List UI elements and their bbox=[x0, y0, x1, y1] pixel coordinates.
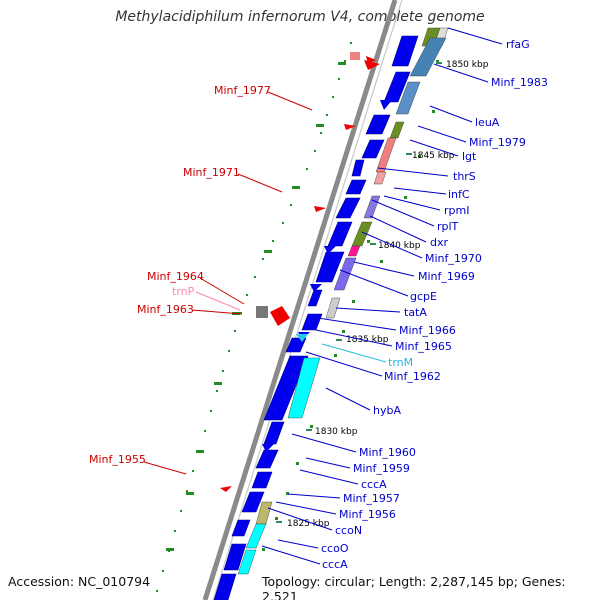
gene-label-minf-1957: Minf_1957 bbox=[343, 492, 400, 505]
block-tatA-grey bbox=[325, 297, 341, 319]
gene-label-dxr: dxr bbox=[430, 236, 448, 249]
gene-label-minf-1956: Minf_1956 bbox=[339, 508, 396, 521]
block-rpmI-lavender bbox=[363, 195, 381, 219]
cds-Minf_1962 bbox=[263, 355, 309, 421]
cds-Minf_1966 bbox=[301, 313, 323, 331]
accession-text: Accession: NC_010794 bbox=[8, 574, 151, 589]
cds-rfaG bbox=[391, 35, 419, 67]
gene-label-ccoO: ccoO bbox=[321, 542, 349, 555]
cds-Minf_1960 bbox=[263, 421, 285, 445]
gene-label-rfaG: rfaG bbox=[506, 38, 530, 51]
left-labels: Minf_1977 Minf_1971 Minf_1964 trnP Minf_… bbox=[89, 84, 271, 466]
category-blocks bbox=[237, 27, 449, 575]
block-minf1983-steel bbox=[409, 37, 447, 77]
red-arrow-1971 bbox=[314, 206, 326, 212]
cds-ccoN bbox=[231, 519, 251, 537]
gene-label-minf-1966: Minf_1966 bbox=[399, 324, 456, 337]
cds-cccA-2 bbox=[213, 573, 237, 600]
trnM-leader bbox=[321, 343, 387, 363]
gene-label-minf-1979: Minf_1979 bbox=[469, 136, 526, 149]
gc-skew-left bbox=[156, 42, 352, 592]
ruler-label: 1830 kbp bbox=[315, 427, 358, 437]
gene-label-gcpE: gcpE bbox=[410, 290, 437, 303]
red-block-1963 bbox=[270, 306, 290, 326]
right-labels: rfaG Minf_1983 leuA Minf_1979 lgt thrS i… bbox=[321, 38, 548, 571]
cds-Minf_1959 bbox=[255, 449, 279, 469]
reverse-features bbox=[220, 52, 380, 492]
tmrna-marker bbox=[296, 334, 308, 342]
gene-label-leuA: leuA bbox=[475, 116, 500, 129]
block-minf1969-lavender bbox=[333, 257, 357, 291]
gene-label-infC: infC bbox=[448, 188, 470, 201]
left-leader-lines bbox=[143, 91, 313, 475]
ruler-label: 1850 kbp bbox=[446, 60, 489, 70]
genome-backbone-edge bbox=[212, 0, 403, 600]
cds-rplT bbox=[315, 251, 345, 283]
gene-label-cccA-2: cccA bbox=[322, 558, 348, 571]
gene-label-minf-1964: Minf_1964 bbox=[147, 270, 204, 283]
gene-label-rplT: rplT bbox=[437, 220, 459, 233]
gene-label-minf-1959: Minf_1959 bbox=[353, 462, 410, 475]
gene-label-hybA: hybA bbox=[373, 404, 401, 417]
cds-infC bbox=[335, 197, 361, 219]
rrna-marker-top-2 bbox=[366, 56, 376, 64]
ruler-label: 1835 kbp bbox=[346, 335, 389, 345]
gene-label-minf-1963: Minf_1963 bbox=[137, 303, 194, 316]
gene-label-minf-1962: Minf_1962 bbox=[384, 370, 441, 383]
gene-label-minf-1965: Minf_1965 bbox=[395, 340, 452, 353]
gene-label-trnM: trnM bbox=[388, 356, 413, 369]
gene-label-minf-1969: Minf_1969 bbox=[418, 270, 475, 283]
cds-ccoO bbox=[223, 543, 247, 571]
block-ccoO-cyan bbox=[245, 523, 267, 549]
cds-dxr bbox=[307, 289, 323, 307]
gene-label-minf-1983: Minf_1983 bbox=[491, 76, 548, 89]
block-hybA-cyan bbox=[287, 357, 321, 419]
topology-text: Topology: circular; Length: 2,287,145 bp… bbox=[262, 574, 566, 600]
block-dxr-olive bbox=[351, 221, 373, 247]
block-infC-salmon bbox=[373, 171, 387, 185]
gene-label-tatA: tatA bbox=[404, 306, 427, 319]
block-lgt-olive bbox=[389, 121, 405, 139]
ruler-label: 1840 kbp bbox=[378, 241, 421, 251]
cds-Minf_1957 bbox=[241, 491, 265, 513]
gene-label-trnP: trnP bbox=[172, 285, 195, 298]
ruler-labels: 1850 kbp 1845 kbp 1840 kbp 1835 kbp 1830… bbox=[287, 60, 489, 529]
ruler-label: 1825 kbp bbox=[287, 519, 330, 529]
block-minf1970-magenta bbox=[347, 245, 361, 257]
gc-skew-right bbox=[262, 60, 439, 551]
gene-label-thrS: thrS bbox=[453, 170, 476, 183]
gene-label-minf-1970: Minf_1970 bbox=[425, 252, 482, 265]
gene-label-rpmI: rpmI bbox=[444, 204, 469, 217]
cds-cccA bbox=[251, 471, 273, 489]
cds-Minf_1979 bbox=[361, 139, 385, 159]
red-arrow-1955 bbox=[220, 486, 232, 492]
cds-rpmI bbox=[327, 221, 353, 247]
block-leuA-steel bbox=[395, 81, 421, 115]
genome-backbone bbox=[202, 0, 398, 600]
cds-fragment-2 bbox=[351, 159, 365, 177]
gene-label-cccA: cccA bbox=[361, 478, 387, 491]
gene-label-minf-1971: Minf_1971 bbox=[183, 166, 240, 179]
red-arrow-1977 bbox=[344, 124, 356, 130]
block-cccA-cyan bbox=[237, 549, 257, 575]
cds-Minf_1983 bbox=[383, 71, 411, 103]
ruler-label: 1845 kbp bbox=[412, 151, 455, 161]
gene-label-ccoN: ccoN bbox=[335, 524, 362, 537]
gene-label-lgt: lgt bbox=[462, 150, 477, 163]
ruler-ticks bbox=[276, 62, 442, 523]
grey-block-1964 bbox=[256, 306, 268, 318]
right-leader-lines bbox=[261, 27, 503, 565]
forward-cds-track bbox=[213, 35, 419, 600]
trnP-leader bbox=[195, 291, 241, 311]
gene-label-minf-1977: Minf_1977 bbox=[214, 84, 271, 97]
pink-block-top bbox=[350, 52, 360, 60]
cds-fragment-1 bbox=[371, 123, 387, 133]
gene-label-minf-1960: Minf_1960 bbox=[359, 446, 416, 459]
gene-label-minf-1955: Minf_1955 bbox=[89, 453, 146, 466]
